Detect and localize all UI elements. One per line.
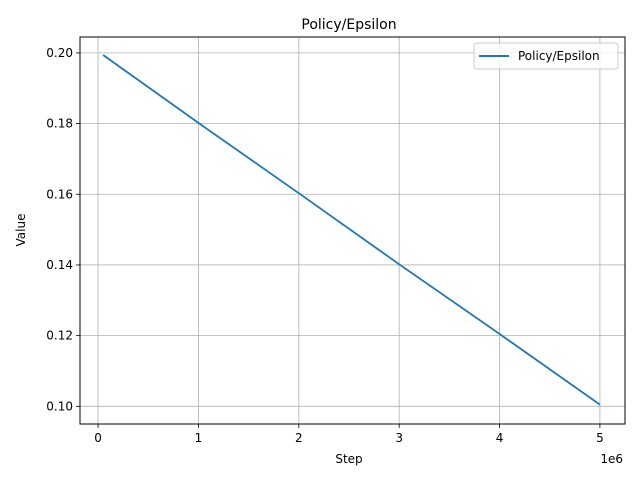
x-tick-label: 5	[596, 431, 604, 445]
y-tick-label: 0.12	[46, 329, 73, 343]
chart-title: Policy/Epsilon	[301, 17, 396, 33]
x-tick-label: 0	[94, 431, 102, 445]
y-tick-label: 0.18	[46, 117, 73, 131]
x-tick-label: 2	[295, 431, 303, 445]
y-tick-label: 0.10	[46, 399, 73, 413]
y-tick-label: 0.20	[46, 46, 73, 60]
x-tick-label: 1	[195, 431, 203, 445]
y-axis-ticks: 0.10 0.12 0.14 0.16 0.18 0.20	[46, 46, 80, 413]
plot-area-frame	[79, 36, 626, 425]
y-axis-label: Value	[14, 214, 28, 247]
grid-lines	[80, 37, 625, 424]
x-tick-label: 4	[496, 431, 504, 445]
x-axis-ticks: 0 1 2 3 4 5	[94, 424, 604, 445]
y-tick-label: 0.14	[46, 258, 73, 272]
legend: Policy/Epsilon	[473, 42, 619, 70]
series-line	[102, 54, 601, 406]
x-axis-offset-label: 1e6	[600, 452, 623, 466]
legend-label: Policy/Epsilon	[518, 49, 600, 63]
series-layer	[102, 54, 601, 406]
y-tick-label: 0.16	[46, 187, 73, 201]
x-axis-label: Step	[335, 452, 362, 466]
x-tick-label: 3	[395, 431, 403, 445]
legend-box	[473, 42, 619, 70]
